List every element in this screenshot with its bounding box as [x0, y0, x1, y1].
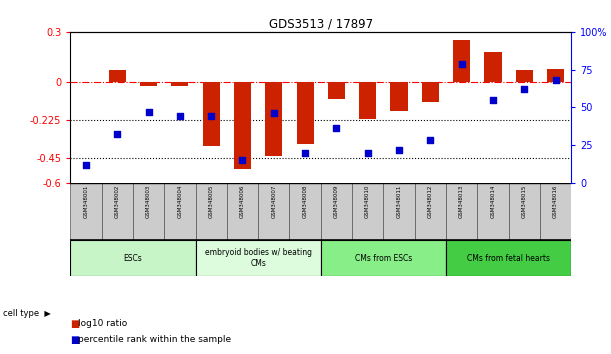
Text: GSM348009: GSM348009 — [334, 185, 339, 218]
Bar — [446, 240, 571, 276]
Bar — [328, 82, 345, 99]
Bar — [359, 82, 376, 119]
Text: GSM348001: GSM348001 — [84, 185, 89, 218]
Bar — [109, 70, 126, 82]
Bar — [422, 82, 439, 102]
Bar — [196, 183, 227, 240]
Bar — [321, 183, 352, 240]
Bar — [164, 183, 196, 240]
Text: CMs from fetal hearts: CMs from fetal hearts — [467, 254, 550, 263]
Bar — [101, 183, 133, 240]
Text: GSM348010: GSM348010 — [365, 185, 370, 218]
Bar — [70, 240, 196, 276]
Text: GSM348015: GSM348015 — [522, 185, 527, 218]
Bar — [446, 183, 477, 240]
Text: embryoid bodies w/ beating
CMs: embryoid bodies w/ beating CMs — [205, 249, 312, 268]
Bar — [265, 82, 282, 156]
Bar — [234, 82, 251, 169]
Text: CMs from ESCs: CMs from ESCs — [355, 254, 412, 263]
Point — [363, 150, 373, 155]
Point — [112, 132, 122, 137]
Point — [551, 77, 560, 83]
Text: ESCs: ESCs — [123, 254, 142, 263]
Text: GSM348003: GSM348003 — [146, 185, 151, 218]
Bar — [140, 82, 157, 86]
Text: GSM348013: GSM348013 — [459, 185, 464, 218]
Bar — [485, 52, 502, 82]
Text: ■: ■ — [70, 319, 79, 329]
Text: GSM348002: GSM348002 — [115, 185, 120, 218]
Point — [144, 109, 153, 115]
Bar — [196, 240, 321, 276]
Bar — [321, 240, 446, 276]
Bar — [296, 82, 313, 144]
Text: cell type  ▶: cell type ▶ — [3, 309, 51, 318]
Bar — [453, 40, 470, 82]
Bar — [415, 183, 446, 240]
Point — [238, 157, 247, 163]
Text: percentile rank within the sample: percentile rank within the sample — [78, 335, 232, 344]
Bar — [258, 183, 290, 240]
Point — [488, 97, 498, 103]
Text: GSM348006: GSM348006 — [240, 185, 245, 218]
Point — [175, 114, 185, 119]
Title: GDS3513 / 17897: GDS3513 / 17897 — [269, 18, 373, 31]
Bar — [203, 82, 220, 146]
Bar — [547, 69, 564, 82]
Text: GSM348007: GSM348007 — [271, 185, 276, 218]
Bar — [509, 183, 540, 240]
Text: log10 ratio: log10 ratio — [78, 319, 128, 329]
Point — [300, 150, 310, 155]
Bar — [352, 183, 384, 240]
Text: GSM348012: GSM348012 — [428, 185, 433, 218]
Text: GSM348004: GSM348004 — [177, 185, 182, 218]
Point — [207, 114, 216, 119]
Bar — [70, 183, 101, 240]
Point — [394, 147, 404, 152]
Text: GSM348011: GSM348011 — [397, 185, 401, 218]
Bar — [540, 183, 571, 240]
Text: ■: ■ — [70, 335, 79, 345]
Point — [425, 138, 435, 143]
Text: GSM348005: GSM348005 — [209, 185, 214, 218]
Text: GSM348016: GSM348016 — [553, 185, 558, 218]
Bar — [227, 183, 258, 240]
Point — [269, 110, 279, 116]
Bar — [390, 82, 408, 111]
Point — [332, 126, 342, 131]
Point — [81, 162, 91, 167]
Bar — [477, 183, 509, 240]
Text: GSM348014: GSM348014 — [491, 185, 496, 218]
Point — [457, 61, 467, 66]
Text: GSM348008: GSM348008 — [302, 185, 307, 218]
Bar — [171, 82, 188, 86]
Bar — [290, 183, 321, 240]
Point — [519, 86, 529, 92]
Bar — [133, 183, 164, 240]
Bar — [384, 183, 415, 240]
Bar — [516, 70, 533, 82]
